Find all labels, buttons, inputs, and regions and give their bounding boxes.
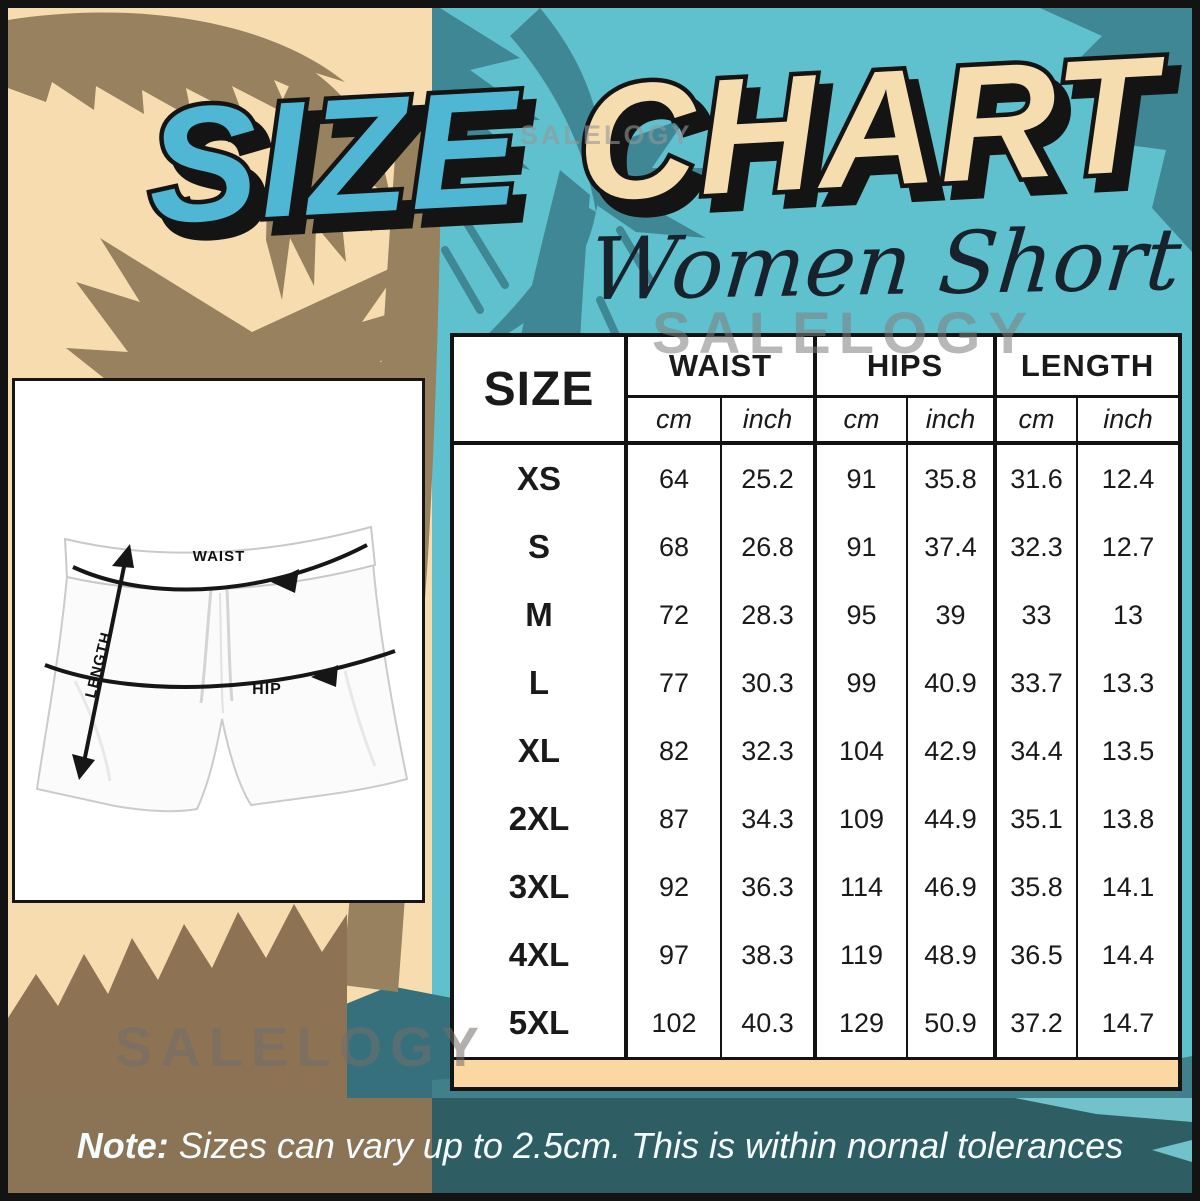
size-chart-table: SIZE WAIST HIPS LENGTH cm inch cm inch c…: [450, 333, 1183, 1091]
size-cell: XL: [452, 717, 626, 785]
note-prefix: Note:: [76, 1124, 169, 1166]
table-row: L 77 30.3 99 40.9 33.7 13.3: [452, 649, 1181, 717]
header-size: SIZE: [452, 335, 626, 445]
table-row: M 72 28.3 95 39 33 13: [452, 581, 1181, 649]
size-cell: 2XL: [452, 785, 626, 853]
watermark: SALELOGY: [520, 120, 693, 150]
table-row: XS 64 25.2 91 35.8 31.6 12.4: [452, 443, 1181, 513]
waist-label: WAIST: [193, 548, 246, 565]
size-cell: 5XL: [452, 989, 626, 1059]
title-word-size: SIZE: [143, 56, 527, 258]
table-header: SIZE WAIST HIPS LENGTH cm inch cm inch c…: [452, 335, 1181, 445]
hip-measure-arrow: [44, 649, 396, 689]
title-word-chart: CHART: [573, 22, 1173, 236]
size-cell: S: [452, 513, 626, 581]
size-cell: XS: [452, 443, 626, 513]
title-word-chart-shadow: CHART: [584, 35, 1184, 249]
note-strip-background: [8, 1098, 1192, 1193]
watermark: SALELOGY: [652, 301, 1036, 366]
unit-waist-inch: inch: [719, 396, 816, 445]
size-cell: 3XL: [452, 853, 626, 921]
header-waist: WAIST: [623, 335, 816, 398]
unit-length-cm: cm: [993, 396, 1078, 445]
title-word-size-shadow: SIZE: [155, 69, 539, 271]
unit-length-inch: inch: [1076, 396, 1181, 445]
table-row: 5XL 102 40.3 129 50.9 37.2 14.7: [452, 989, 1181, 1059]
table-footer-bar: [452, 1057, 1181, 1089]
waist-measure-arrow: [72, 543, 368, 593]
table-row: 3XL 92 36.3 114 46.9 35.8 14.1: [452, 853, 1181, 921]
unit-waist-cm: cm: [624, 396, 721, 445]
unit-hips-inch: inch: [906, 396, 996, 445]
table-row: 4XL 97 38.3 119 48.9 36.5 14.4: [452, 921, 1181, 989]
table-row: S 68 26.8 91 37.4 32.3 12.7: [452, 513, 1181, 581]
size-cell: L: [452, 649, 626, 717]
header-hips: HIPS: [813, 335, 996, 398]
product-diagram-box: WAIST LENGTH HIP: [12, 378, 425, 903]
size-cell: M: [452, 581, 626, 649]
unit-hips-cm: cm: [813, 396, 908, 445]
length-measure-arrow: [72, 544, 134, 780]
header-length: LENGTH: [993, 335, 1181, 398]
size-cell: 4XL: [452, 921, 626, 989]
note: Note: Sizes can vary up to 2.5cm. This i…: [8, 1098, 1192, 1193]
hip-label: HIP: [252, 681, 282, 698]
page-title: SIZE CHART SIZE CHART: [139, 17, 1189, 276]
table-row: 2XL 87 34.3 109 44.9 35.1 13.8: [452, 785, 1181, 853]
table-row: XL 82 32.3 104 42.9 34.4 13.5: [452, 717, 1181, 785]
note-text: Sizes can vary up to 2.5cm. This is with…: [168, 1124, 1124, 1166]
watermark: SALELOGY: [115, 1015, 488, 1078]
brown-palm-silhouettes: [8, 12, 442, 1193]
shorts-diagram: WAIST LENGTH HIP: [35, 525, 409, 813]
